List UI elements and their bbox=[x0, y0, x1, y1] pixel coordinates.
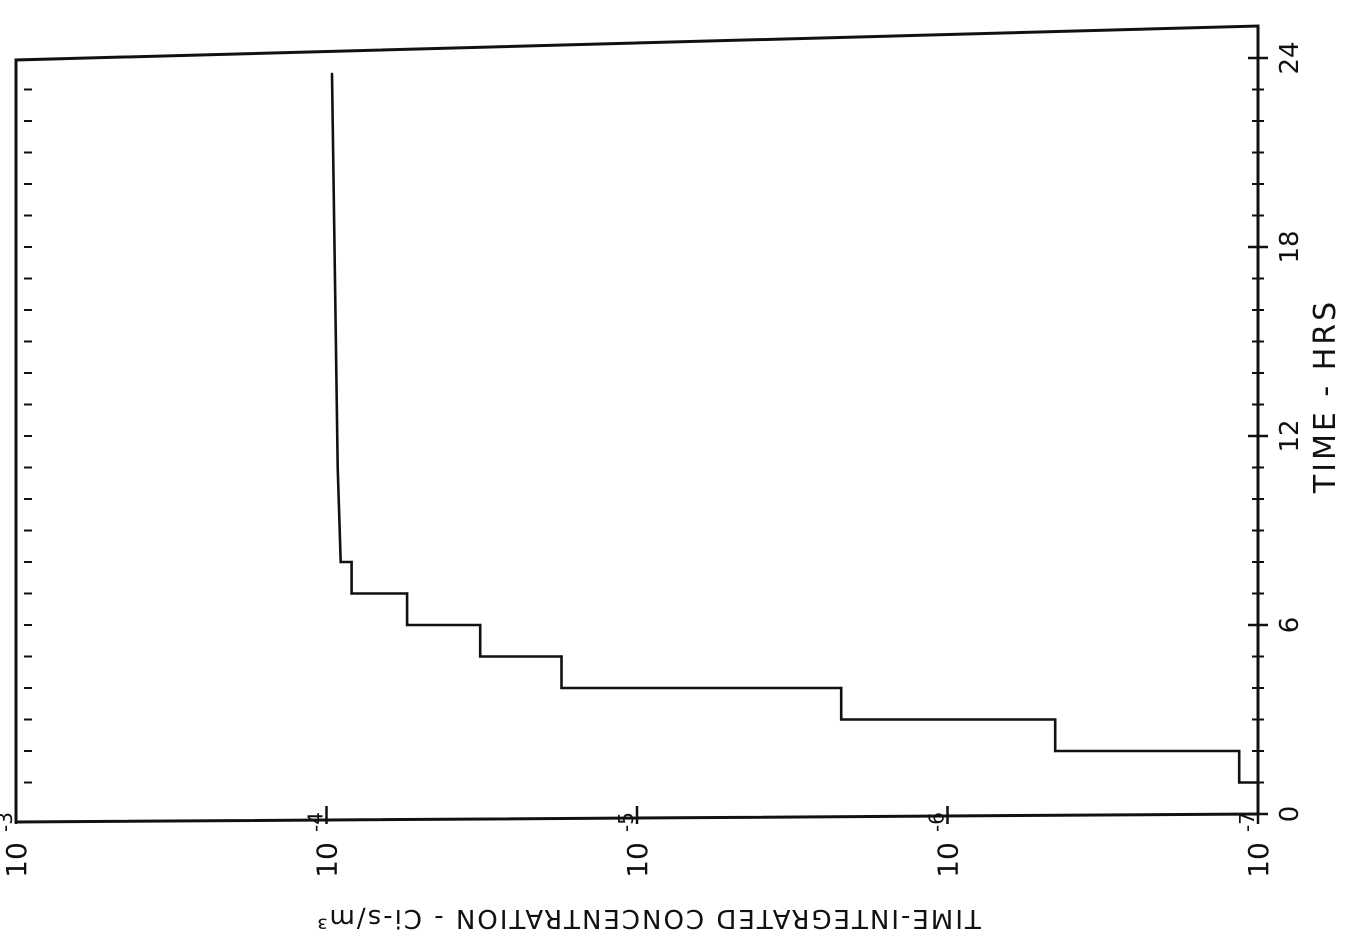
series-point bbox=[336, 466, 339, 469]
y-tick-label-exponent: -3 bbox=[0, 812, 17, 832]
y-tick-label: 10 -6 bbox=[925, 812, 965, 878]
y-tick-label-base: 10 bbox=[932, 842, 965, 878]
series-point bbox=[840, 686, 843, 690]
y-axis-label: TIME-INTEGRATED CONCENTRATION - Ci-s/m³ bbox=[315, 903, 982, 933]
x-axis-ticks bbox=[24, 56, 1268, 816]
y-tick-label: 10 -3 bbox=[0, 812, 33, 878]
x-tick-label: 12 bbox=[1275, 419, 1305, 452]
x-axis-label: TIME - HRS bbox=[1308, 299, 1343, 494]
series-point bbox=[405, 623, 409, 627]
y-tick-label: 10 -5 bbox=[614, 812, 654, 878]
y-tick-label-exponent: -6 bbox=[925, 812, 949, 832]
series-point bbox=[560, 686, 563, 690]
series-point bbox=[350, 592, 353, 595]
y-tick-label: 10 -4 bbox=[304, 812, 344, 878]
series-point bbox=[840, 718, 843, 721]
series-point bbox=[350, 560, 353, 564]
series-point bbox=[479, 655, 482, 658]
x-tick-label: 18 bbox=[1275, 230, 1305, 263]
series-point bbox=[1238, 781, 1241, 784]
y-axis-ticks bbox=[14, 806, 1260, 824]
series-point bbox=[405, 592, 409, 595]
y-tick-label-exponent: -7 bbox=[1235, 812, 1259, 832]
x-axis-tick-labels: 0 6 12 18 24 bbox=[1275, 41, 1305, 822]
series-point bbox=[560, 655, 563, 658]
series-line-0 bbox=[330, 73, 1258, 784]
series-point bbox=[1054, 718, 1057, 721]
x-tick-label: 24 bbox=[1275, 41, 1305, 74]
y-tick-label-exponent: -4 bbox=[304, 812, 328, 832]
series-point bbox=[479, 623, 482, 627]
series-point bbox=[330, 72, 334, 76]
y-tick-label-exponent: -5 bbox=[614, 812, 638, 832]
y-tick-label-base: 10 bbox=[311, 842, 344, 878]
y-tick-label-base: 10 bbox=[0, 842, 33, 878]
series-layer bbox=[330, 72, 1260, 784]
series-point bbox=[1054, 749, 1057, 753]
plot-frame bbox=[14, 24, 1260, 824]
y-axis-tick-labels: 10 -3 10 -4 10 -5 10 -6 10 -7 bbox=[0, 812, 1275, 878]
y-tick-label-base: 10 bbox=[1242, 842, 1275, 878]
series-point bbox=[1238, 749, 1241, 753]
series-point bbox=[1256, 781, 1260, 784]
series-point bbox=[339, 560, 342, 564]
frame-border bbox=[14, 24, 1260, 824]
y-tick-label-base: 10 bbox=[621, 842, 654, 878]
x-tick-label: 6 bbox=[1275, 617, 1305, 634]
y-tick-label: 10 -7 bbox=[1235, 812, 1275, 878]
x-tick-label: 0 bbox=[1275, 806, 1305, 823]
